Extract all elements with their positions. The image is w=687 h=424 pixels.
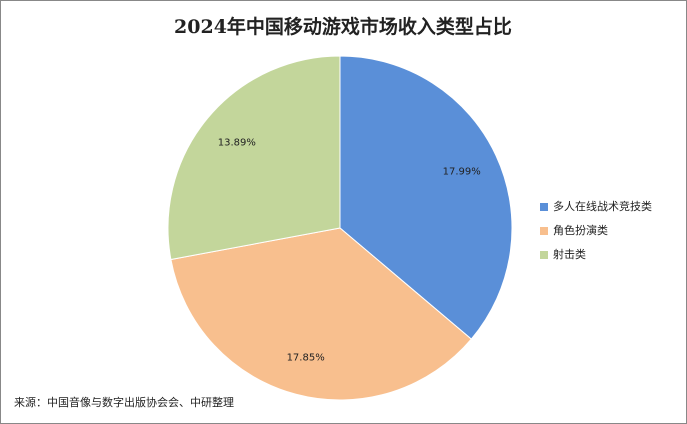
legend-swatch: [540, 227, 548, 235]
source-note: 来源：中国音像与数字出版协会会、中研整理: [14, 395, 234, 409]
data-label: 17.99%: [443, 167, 481, 178]
pie-slice: [167, 55, 341, 261]
pie-slice: [339, 55, 513, 340]
legend-label: 多人在线战术竞技类: [553, 199, 652, 213]
legend-label: 射击类: [553, 247, 586, 261]
data-label: 13.89%: [218, 137, 256, 148]
chart-title: 2024年中国移动游戏市场收入类型占比: [174, 15, 512, 38]
legend-label: 角色扮演类: [553, 223, 608, 237]
pie-slice: [170, 227, 473, 401]
legend-swatch: [540, 203, 548, 211]
data-label: 17.85%: [287, 353, 325, 364]
legend-swatch: [540, 251, 548, 259]
